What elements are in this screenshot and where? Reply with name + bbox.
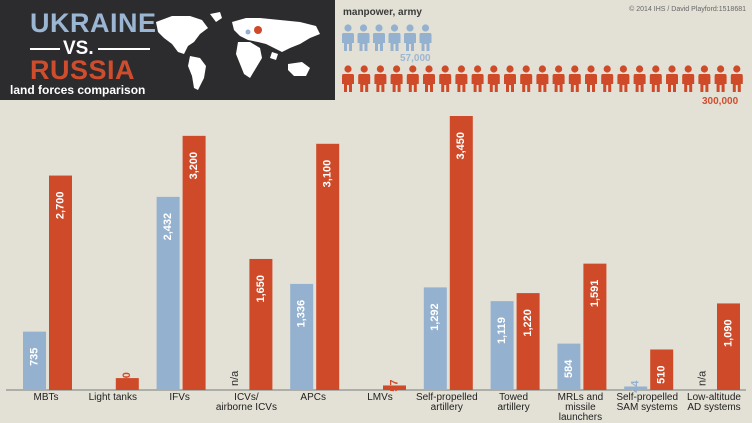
person-icon <box>455 65 468 92</box>
person-icon <box>698 65 711 92</box>
person-icon <box>439 65 452 92</box>
person-icon <box>730 65 743 92</box>
manpower-russia-figures <box>342 65 743 92</box>
bar-value-label: 1,336 <box>296 300 308 328</box>
russia-bar <box>383 385 406 390</box>
category-label: LMVs <box>367 392 393 403</box>
person-icon <box>504 65 516 92</box>
person-icon <box>471 65 484 92</box>
category-label: Self-propelled artillery <box>416 392 478 413</box>
title-ukraine: UKRAINE <box>30 8 157 38</box>
manpower-label: manpower, army <box>343 7 422 18</box>
bar-value-label: 2,432 <box>162 213 174 241</box>
person-icon <box>390 65 403 92</box>
bar-na-label: n/a <box>696 370 708 386</box>
bar-value-label: 57 <box>388 379 400 391</box>
person-icon <box>552 65 565 92</box>
bar-value-label: 3,200 <box>188 152 200 180</box>
bar-value-label: 510 <box>656 365 668 383</box>
person-icon <box>666 65 678 92</box>
person-icon <box>617 65 630 92</box>
labels-layer: 735 2,700 MBTs 150 Light tanks 2,432 3,200 IFVs… <box>28 132 741 423</box>
bar-value-label: 1,292 <box>429 303 441 331</box>
person-icon <box>568 65 581 92</box>
person-icon <box>358 65 371 92</box>
person-icon <box>342 24 354 51</box>
bar-value-label: 44 <box>630 380 642 393</box>
title-russia: RUSSIA <box>30 55 136 85</box>
manpower-ukraine-figures <box>342 24 432 51</box>
ukraine-marker <box>245 29 251 35</box>
category-label: Light tanks <box>89 392 137 403</box>
category-label: ICVs/airborne ICVs <box>216 392 277 413</box>
ukraine-bar <box>624 386 648 390</box>
person-icon <box>520 65 533 92</box>
title-vs: VS. <box>63 38 94 59</box>
bar-value-label: 3,450 <box>455 132 467 160</box>
person-icon <box>419 24 432 51</box>
category-label: Towed artillery <box>497 392 529 413</box>
category-label: MRLs and missile launchers <box>558 392 604 423</box>
person-icon <box>373 24 385 51</box>
bar-value-label: 3,100 <box>322 160 334 188</box>
bar-value-label: 1,220 <box>522 309 534 337</box>
ukraine-bar <box>23 331 46 390</box>
bar-value-label: 584 <box>563 359 575 378</box>
russia-bar <box>583 263 607 390</box>
category-label: Low-altitude AD systems <box>687 392 741 413</box>
person-icon <box>342 65 354 92</box>
person-icon <box>357 24 370 51</box>
manpower-ukraine-value: 57,000 <box>400 53 431 64</box>
header-panel: UKRAINE VS. RUSSIA land forces compariso… <box>0 0 335 100</box>
vs-divider-left <box>30 48 60 50</box>
bar-value-label: 1,090 <box>722 319 734 347</box>
category-label: MBTs <box>34 392 59 403</box>
ukraine-bar <box>490 301 514 390</box>
person-icon <box>487 65 500 92</box>
person-icon <box>601 65 614 92</box>
russia-bar <box>249 258 273 390</box>
russia-bar <box>650 349 674 390</box>
ukraine-bar <box>156 196 180 390</box>
bar-value-label: 1,119 <box>496 317 508 344</box>
category-label: APCs <box>300 392 326 403</box>
bar-value-label: 1,650 <box>255 275 267 303</box>
russia-bar <box>449 116 473 390</box>
russia-bar <box>115 378 139 390</box>
manpower-russia-value: 300,000 <box>702 96 739 107</box>
person-icon <box>649 65 662 92</box>
person-icon <box>374 65 387 92</box>
person-icon <box>633 65 646 92</box>
russia-bar <box>182 135 206 390</box>
person-icon <box>714 65 727 92</box>
russia-bar <box>49 175 72 390</box>
person-icon <box>536 65 549 92</box>
ukraine-bar <box>290 283 314 390</box>
vs-divider-right <box>98 48 150 50</box>
bar-na-label: n/a <box>229 370 241 386</box>
bar-value-label: 150 <box>121 372 133 390</box>
ukraine-bar <box>557 343 581 390</box>
person-icon <box>404 24 416 51</box>
ukraine-bar <box>423 287 447 390</box>
russia-bar <box>316 143 340 390</box>
person-icon <box>423 65 435 92</box>
category-label: Self-propelled SAM systems <box>616 392 678 413</box>
russia-marker <box>254 26 262 34</box>
bar-value-label: 735 <box>28 348 40 366</box>
person-icon <box>406 65 419 92</box>
copyright-text: © 2014 IHS / David Playford:1518681 <box>629 6 746 13</box>
subtitle: land forces comparison <box>10 83 146 97</box>
bar-value-label: 1,591 <box>589 280 601 308</box>
bars-layer <box>23 116 740 390</box>
bar-value-label: 2,700 <box>54 192 66 220</box>
world-map-icon <box>156 12 320 90</box>
russia-bar <box>516 293 540 390</box>
category-label: IFVs <box>169 392 190 403</box>
person-icon <box>388 24 401 51</box>
person-icon <box>585 65 597 92</box>
land-forces-bar-chart: 735 2,700 MBTs 150 Light tanks 2,432 3,200 IFVs… <box>6 116 746 423</box>
russia-bar <box>717 303 740 390</box>
person-icon <box>682 65 695 92</box>
